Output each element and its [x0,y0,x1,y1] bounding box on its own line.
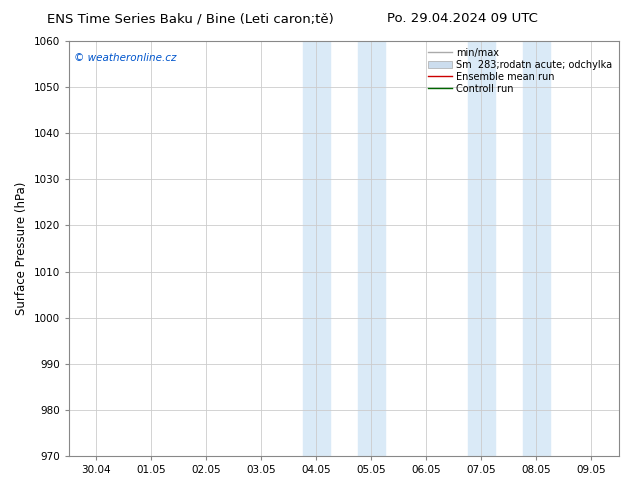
Bar [358,41,385,456]
Y-axis label: Surface Pressure (hPa): Surface Pressure (hPa) [15,182,28,315]
Text: ENS Time Series Baku / Bine (Leti caron;tě): ENS Time Series Baku / Bine (Leti caron;… [47,12,333,25]
Text: Po. 29.04.2024 09 UTC: Po. 29.04.2024 09 UTC [387,12,538,25]
Bar [302,41,330,456]
Bar [468,41,495,456]
Bar [522,41,550,456]
Text: © weatheronline.cz: © weatheronline.cz [74,53,177,64]
Legend: min/max, Sm  283;rodatn acute; odchylka, Ensemble mean run, Controll run: min/max, Sm 283;rodatn acute; odchylka, … [426,46,614,96]
